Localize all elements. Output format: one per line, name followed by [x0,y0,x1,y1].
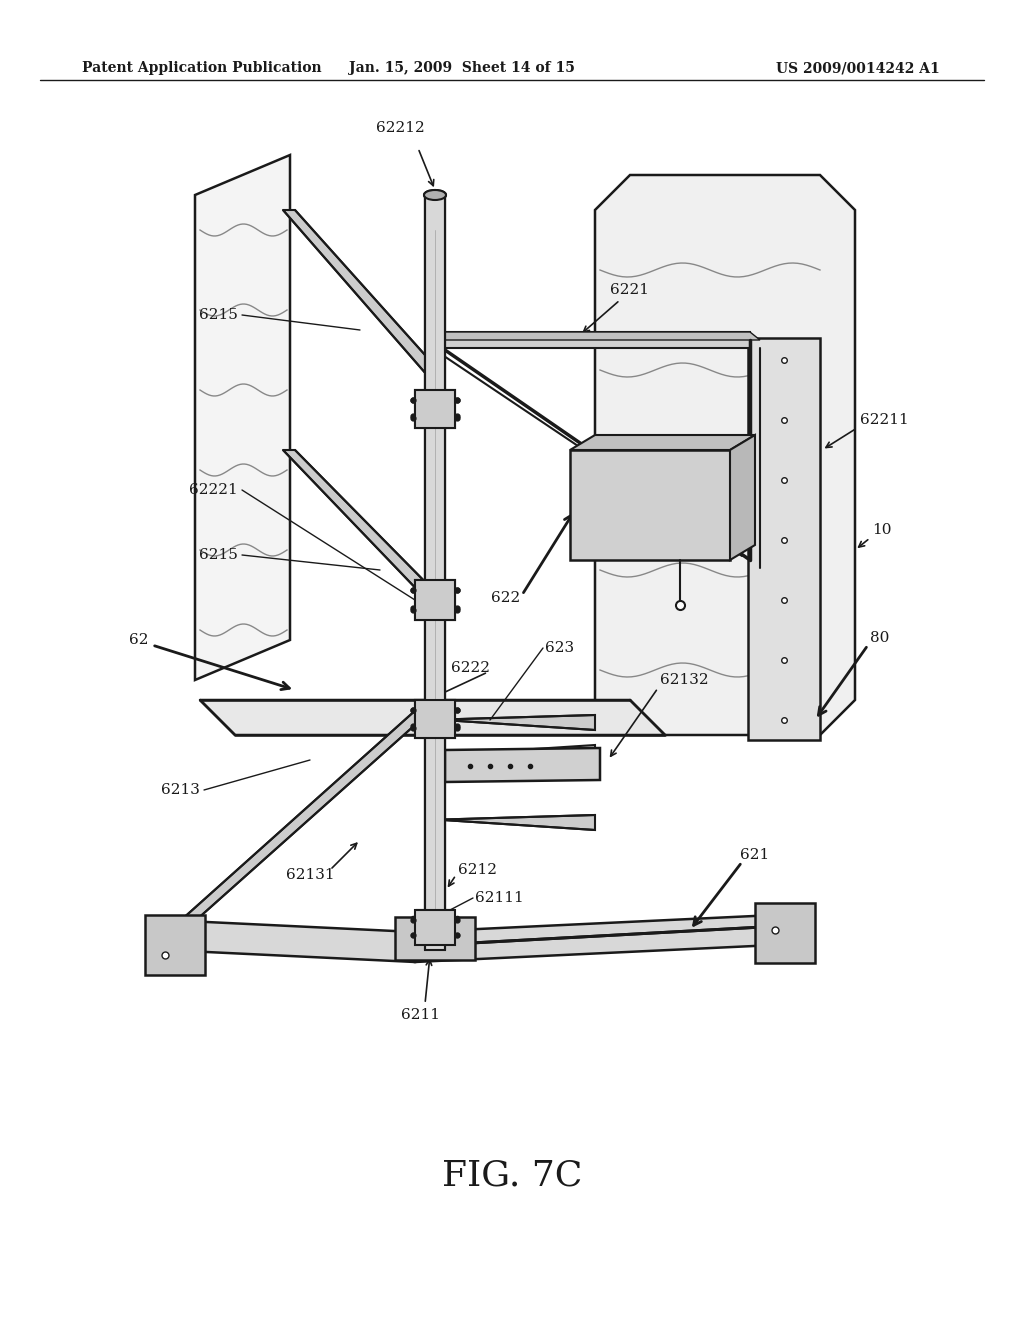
Text: 62211: 62211 [860,413,908,426]
Text: 62111: 62111 [475,891,523,906]
Polygon shape [595,176,855,735]
Ellipse shape [424,921,446,933]
Text: 6213: 6213 [161,783,200,797]
Polygon shape [415,389,455,428]
Polygon shape [415,909,455,945]
Polygon shape [195,154,290,680]
Polygon shape [165,920,415,962]
Text: 6222: 6222 [451,661,490,675]
Polygon shape [283,450,443,601]
Polygon shape [427,814,595,830]
Polygon shape [415,915,775,962]
Text: 6215: 6215 [199,308,238,322]
Text: 6215: 6215 [199,548,238,562]
Polygon shape [145,915,205,975]
Polygon shape [435,333,750,348]
Polygon shape [417,909,453,945]
Polygon shape [415,700,455,738]
Polygon shape [435,333,760,341]
Polygon shape [755,903,815,964]
Text: Jan. 15, 2009  Sheet 14 of 15: Jan. 15, 2009 Sheet 14 of 15 [349,61,574,75]
Polygon shape [415,579,455,620]
Polygon shape [200,700,665,735]
Text: FIG. 7C: FIG. 7C [441,1158,583,1192]
Polygon shape [415,700,455,738]
Polygon shape [445,748,600,781]
Text: 622: 622 [490,591,520,605]
Polygon shape [283,210,443,375]
Text: 80: 80 [870,631,890,645]
Ellipse shape [424,190,446,201]
Polygon shape [425,195,445,950]
Polygon shape [427,744,595,760]
Text: 62132: 62132 [660,673,709,686]
Polygon shape [170,700,443,931]
Text: Patent Application Publication: Patent Application Publication [82,61,322,75]
Text: US 2009/0014242 A1: US 2009/0014242 A1 [776,61,940,75]
Text: 62221: 62221 [189,483,238,498]
Polygon shape [415,579,455,620]
Text: 6212: 6212 [458,863,497,876]
Polygon shape [395,917,475,960]
Text: 621: 621 [740,847,769,862]
Polygon shape [425,195,445,950]
Text: 623: 623 [545,642,574,655]
Polygon shape [748,338,820,741]
Text: 62212: 62212 [376,121,424,135]
Polygon shape [427,927,770,945]
Text: 10: 10 [872,523,892,537]
Polygon shape [427,715,595,730]
Text: 6211: 6211 [400,1008,439,1022]
Text: 62131: 62131 [286,869,334,882]
Polygon shape [570,450,730,560]
Text: 6221: 6221 [610,282,649,297]
Polygon shape [570,436,755,450]
Ellipse shape [424,190,446,201]
Text: 62: 62 [128,634,148,647]
Polygon shape [730,436,755,560]
Polygon shape [415,389,455,428]
